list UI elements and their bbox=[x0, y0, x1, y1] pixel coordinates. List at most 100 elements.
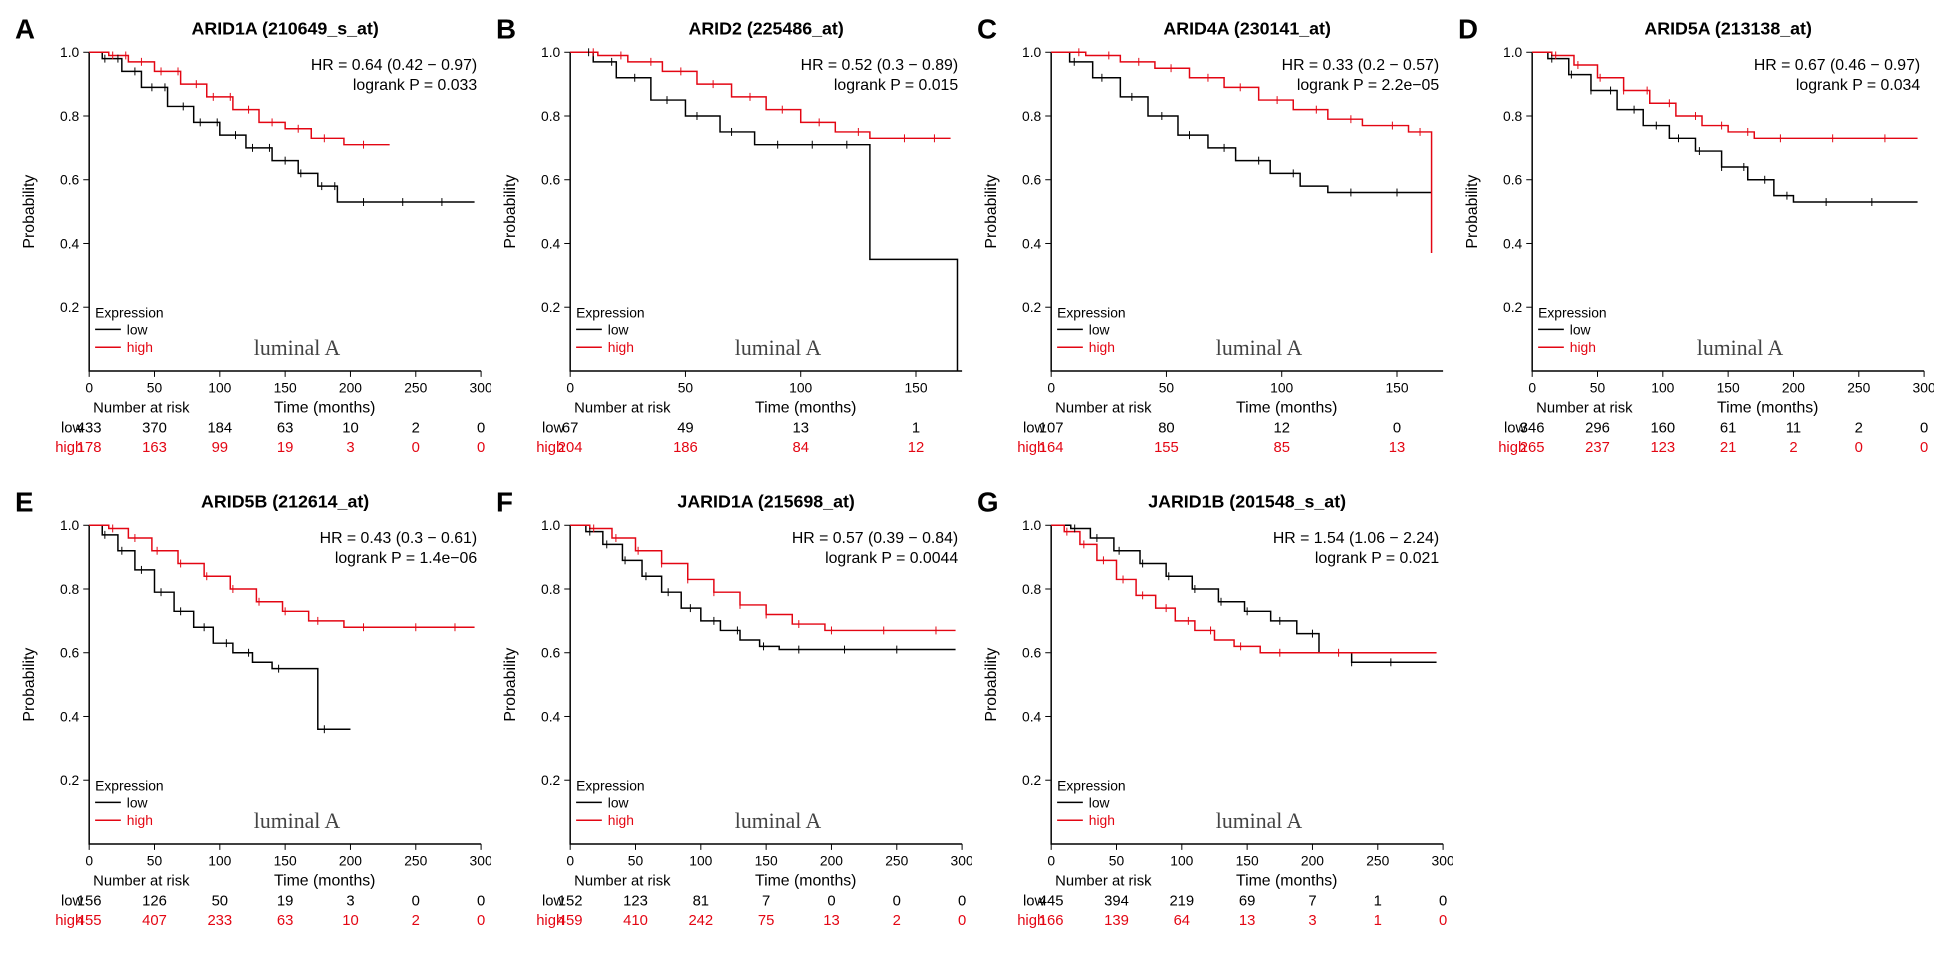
nar-high-value: 164 bbox=[1039, 440, 1064, 456]
ytick-label: 0.4 bbox=[541, 235, 561, 251]
xtick-label: 50 bbox=[1590, 380, 1606, 396]
legend-low-label: low bbox=[1570, 321, 1592, 337]
xtick-label: 150 bbox=[1385, 380, 1408, 396]
km-plot-c: CARID4A (230141_at)0.20.40.60.81.0Probab… bbox=[972, 10, 1453, 483]
x-axis-label: Time (months) bbox=[755, 872, 856, 889]
nar-low-value: 394 bbox=[1104, 893, 1129, 909]
km-curve-low bbox=[1532, 52, 1917, 202]
nar-high-value: 10 bbox=[342, 913, 359, 929]
nar-low-value: 3 bbox=[346, 893, 354, 909]
ytick-label: 0.6 bbox=[541, 644, 561, 660]
ytick-label: 0.2 bbox=[541, 772, 560, 788]
nar-high-value: 13 bbox=[823, 913, 840, 929]
nar-low-value: 107 bbox=[1039, 420, 1064, 436]
ytick-label: 1.0 bbox=[541, 44, 561, 60]
nar-high-value: 99 bbox=[212, 440, 229, 456]
ytick-label: 1.0 bbox=[1022, 517, 1042, 533]
xtick-label: 100 bbox=[689, 852, 712, 868]
nar-title-text: Number at risk bbox=[93, 873, 190, 889]
nar-low-value: 80 bbox=[1158, 420, 1175, 436]
nar-high-value: 410 bbox=[623, 913, 648, 929]
ytick-label: 1.0 bbox=[60, 44, 80, 60]
panel-letter: B bbox=[496, 13, 516, 44]
xtick-label: 50 bbox=[147, 380, 163, 396]
ytick-label: 0.6 bbox=[1022, 644, 1042, 660]
legend-high-label: high bbox=[127, 812, 153, 828]
ytick-label: 1.0 bbox=[541, 517, 561, 533]
ytick-label: 0.8 bbox=[60, 108, 80, 124]
xtick-label: 300 bbox=[1432, 852, 1453, 868]
xtick-label: 250 bbox=[404, 380, 427, 396]
xtick-label: 0 bbox=[85, 852, 93, 868]
nar-low-value: 81 bbox=[693, 893, 710, 909]
xtick-label: 50 bbox=[678, 380, 694, 396]
xtick-label: 200 bbox=[1301, 852, 1324, 868]
nar-low-value: 0 bbox=[1920, 420, 1928, 436]
nar-high-value: 204 bbox=[558, 440, 583, 456]
ytick-label: 0.8 bbox=[1022, 580, 1042, 596]
nar-high-value: 2 bbox=[893, 913, 901, 929]
xtick-label: 150 bbox=[1236, 852, 1259, 868]
ytick-label: 0.8 bbox=[541, 580, 561, 596]
y-axis-label: Probability bbox=[1464, 175, 1481, 249]
panel-letter: G bbox=[977, 486, 999, 517]
ytick-label: 0.2 bbox=[1022, 772, 1041, 788]
xtick-label: 250 bbox=[885, 852, 908, 868]
nar-low-value: 160 bbox=[1650, 420, 1675, 436]
ytick-label: 0.6 bbox=[60, 644, 80, 660]
nar-high-value: 242 bbox=[688, 913, 713, 929]
legend-title: Expression bbox=[576, 305, 644, 321]
nar-high-value: 0 bbox=[1439, 913, 1447, 929]
nar-low-value: 0 bbox=[412, 893, 420, 909]
y-axis-label: Probability bbox=[502, 647, 519, 721]
nar-low-value: 184 bbox=[207, 420, 232, 436]
xtick-label: 100 bbox=[1270, 380, 1293, 396]
nar-high-value: 21 bbox=[1720, 440, 1737, 456]
xtick-label: 250 bbox=[404, 852, 427, 868]
xtick-label: 50 bbox=[147, 852, 163, 868]
subtype-label: luminal A bbox=[254, 336, 341, 360]
nar-low-value: 0 bbox=[893, 893, 901, 909]
ytick-label: 0.6 bbox=[1022, 172, 1042, 188]
nar-low-value: 61 bbox=[1720, 420, 1737, 436]
nar-title-text: Number at risk bbox=[93, 401, 190, 417]
xtick-label: 0 bbox=[566, 852, 574, 868]
ytick-label: 0.4 bbox=[1022, 235, 1042, 251]
xtick-label: 200 bbox=[820, 852, 843, 868]
xtick-label: 0 bbox=[1528, 380, 1536, 396]
nar-high-value: 139 bbox=[1104, 913, 1129, 929]
nar-high-value: 13 bbox=[1239, 913, 1256, 929]
panel-letter: F bbox=[496, 486, 513, 517]
nar-low-value: 123 bbox=[623, 893, 648, 909]
km-plot-b: BARID2 (225486_at)0.20.40.60.81.0Probabi… bbox=[491, 10, 972, 483]
ytick-label: 0.4 bbox=[1022, 708, 1042, 724]
panel-f: FJARID1A (215698_at)0.20.40.60.81.0Proba… bbox=[491, 483, 972, 956]
nar-low-value: 12 bbox=[1273, 420, 1290, 436]
ytick-label: 0.6 bbox=[1503, 172, 1523, 188]
ytick-label: 0.2 bbox=[1503, 299, 1522, 315]
xtick-label: 150 bbox=[904, 380, 927, 396]
xtick-label: 100 bbox=[1170, 852, 1193, 868]
hr-text: HR = 0.52 (0.3 − 0.89) bbox=[801, 57, 959, 74]
hr-text: HR = 0.33 (0.2 − 0.57) bbox=[1282, 57, 1440, 74]
panel-a: AARID1A (210649_s_at)0.20.40.60.81.0Prob… bbox=[10, 10, 491, 483]
legend-high-label: high bbox=[1089, 812, 1115, 828]
xtick-label: 50 bbox=[1109, 852, 1125, 868]
nar-high-value: 459 bbox=[558, 913, 583, 929]
km-plot-f: FJARID1A (215698_at)0.20.40.60.81.0Proba… bbox=[491, 483, 972, 956]
nar-high-value: 407 bbox=[142, 913, 167, 929]
nar-low-value: 0 bbox=[477, 420, 485, 436]
panel-b: BARID2 (225486_at)0.20.40.60.81.0Probabi… bbox=[491, 10, 972, 483]
logrank-text: logrank P = 0.033 bbox=[353, 77, 477, 94]
nar-high-value: 0 bbox=[1855, 440, 1863, 456]
nar-high-value: 85 bbox=[1273, 440, 1290, 456]
nar-low-value: 13 bbox=[792, 420, 808, 436]
km-plot-e: EARID5B (212614_at)0.20.40.60.81.0Probab… bbox=[10, 483, 491, 956]
nar-low-value: 152 bbox=[558, 893, 583, 909]
ytick-label: 0.4 bbox=[541, 708, 561, 724]
subtype-label: luminal A bbox=[735, 809, 822, 833]
legend-low-label: low bbox=[127, 794, 149, 810]
nar-high-value: 63 bbox=[277, 913, 294, 929]
xtick-label: 250 bbox=[1366, 852, 1389, 868]
legend-high-label: high bbox=[608, 339, 634, 355]
